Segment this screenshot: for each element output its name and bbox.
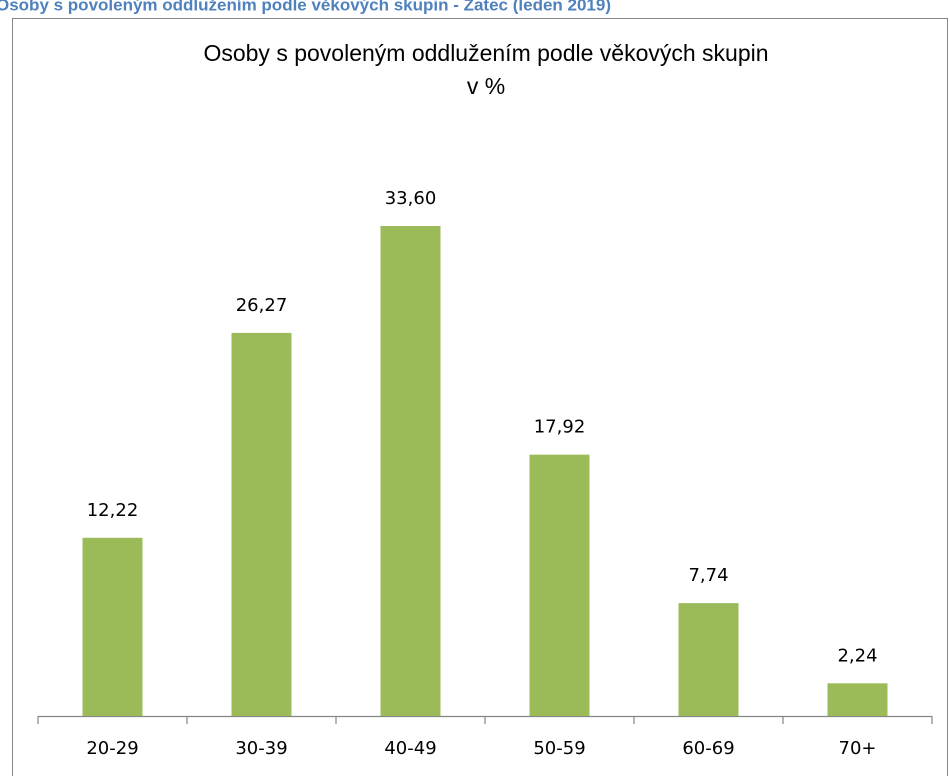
bar [529,454,590,716]
data-label: 2,24 [837,645,877,666]
chart-title: Osoby s povoleným oddlužením podle věkov… [203,40,768,66]
data-label: 7,74 [688,565,728,586]
data-label: 17,92 [534,417,586,438]
x-tick-label: 70+ [839,738,877,759]
data-label: 12,22 [87,500,139,521]
x-tick-label: 40-49 [384,738,436,759]
bar [678,603,739,716]
chart-subtitle: v % [467,73,505,99]
bar [380,226,441,716]
x-tick-label: 50-59 [533,738,585,759]
page-header: Osoby s povoleným oddlužením podle věkov… [0,0,611,14]
x-tick-label: 20-29 [86,738,138,759]
x-tick-label: 30-39 [235,738,287,759]
chart-frame [12,18,948,776]
bar [231,332,292,716]
x-tick-label: 60-69 [682,738,734,759]
data-label: 26,27 [236,295,288,316]
bar [82,537,143,716]
bar [827,683,888,716]
data-label: 33,60 [385,188,437,209]
